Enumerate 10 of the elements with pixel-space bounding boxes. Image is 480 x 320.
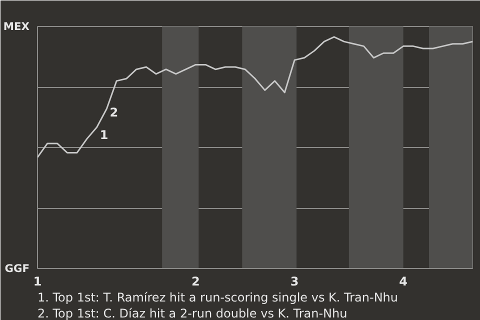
text: GGF — [4, 262, 30, 275]
x-tick-label: 1 — [33, 274, 42, 288]
text: MEX — [3, 20, 30, 33]
x-tick-label: 3 — [290, 274, 299, 288]
text: 2. Top 1st: C. Díaz hit a 2-run double vs K. Tran-Nhu — [38, 306, 348, 320]
text: 1. Top 1st: T. Ramírez hit a run-scoring single vs K. Tran-Nhu — [38, 290, 398, 304]
x-tick-label: 2 — [192, 274, 200, 288]
annotation: 1 — [100, 128, 108, 142]
x-tick-label: 4 — [399, 274, 408, 288]
annotation: 2 — [110, 106, 118, 120]
